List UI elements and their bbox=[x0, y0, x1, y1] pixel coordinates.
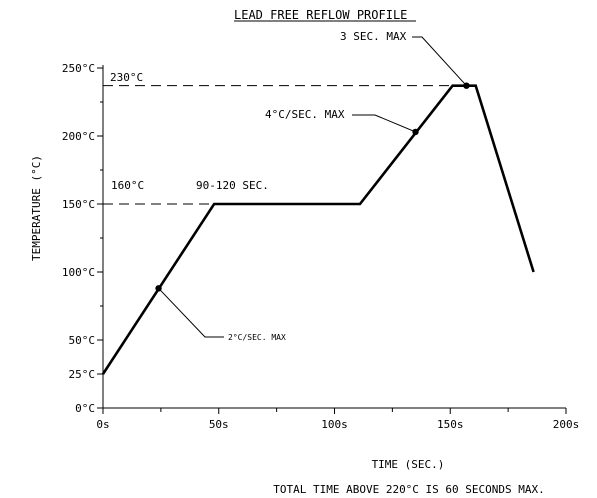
y-tick-label: 200°C bbox=[62, 130, 95, 143]
ramp-high-leader bbox=[352, 114, 416, 133]
y-ticks: 0°C 25°C 50°C 100°C 150°C 200°C 250°C bbox=[62, 62, 103, 415]
x-tick-label: 200s bbox=[553, 418, 580, 431]
x-tick-label: 0s bbox=[96, 418, 109, 431]
chart-title: LEAD FREE REFLOW PROFILE bbox=[234, 8, 407, 22]
profile-line bbox=[101, 84, 535, 375]
label-160c: 160°C bbox=[111, 179, 144, 192]
peak-hold-leader bbox=[412, 36, 467, 87]
y-tick-label: 250°C bbox=[62, 62, 95, 75]
title-group: LEAD FREE REFLOW PROFILE bbox=[234, 8, 416, 22]
x-axis-label: TIME (SEC.) bbox=[372, 458, 445, 471]
peak-hold-annotation: 3 SEC. MAX bbox=[340, 30, 407, 43]
label-230c: 230°C bbox=[110, 71, 143, 84]
y-tick-label: 25°C bbox=[69, 368, 96, 381]
x-ticks: 0s 50s 100s 150s 200s bbox=[96, 408, 579, 431]
annotation-leaders bbox=[158, 36, 467, 338]
dwell-annotation: 90-120 SEC. bbox=[196, 179, 269, 192]
profile-series bbox=[101, 82, 535, 375]
y-tick-label: 150°C bbox=[62, 198, 95, 211]
y-tick-label: 100°C bbox=[62, 266, 95, 279]
minor-ticks bbox=[100, 101, 509, 412]
ramp-low-annotation: 2°C/SEC. MAX bbox=[228, 333, 286, 342]
y-tick-label: 0°C bbox=[75, 402, 95, 415]
ramp-high-annotation: 4°C/SEC. MAX bbox=[265, 108, 345, 121]
footnote: TOTAL TIME ABOVE 220°C IS 60 SECONDS MAX… bbox=[273, 483, 545, 496]
y-axis-label: TEMPERATURE (°C) bbox=[30, 155, 43, 261]
x-tick-label: 50s bbox=[209, 418, 229, 431]
y-tick-label: 50°C bbox=[69, 334, 96, 347]
ramp-low-leader bbox=[158, 287, 224, 338]
x-tick-label: 150s bbox=[437, 418, 464, 431]
x-tick-label: 100s bbox=[321, 418, 348, 431]
reference-lines bbox=[103, 85, 453, 205]
